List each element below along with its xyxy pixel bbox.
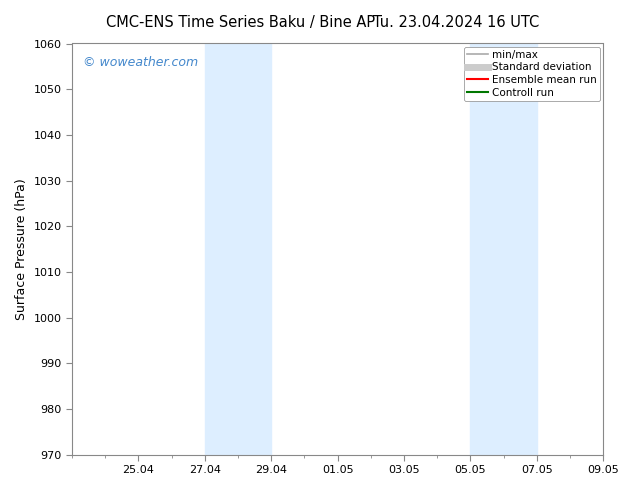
Bar (205, 44, 271, 455)
Legend: min/max, Standard deviation, Ensemble mean run, Controll run: min/max, Standard deviation, Ensemble me… (464, 47, 600, 100)
Bar (470, 44, 537, 455)
Text: Tu. 23.04.2024 16 UTC: Tu. 23.04.2024 16 UTC (373, 15, 540, 30)
Text: CMC-ENS Time Series Baku / Bine AP: CMC-ENS Time Series Baku / Bine AP (107, 15, 375, 30)
Y-axis label: Surface Pressure (hPa): Surface Pressure (hPa) (15, 178, 28, 320)
Text: © woweather.com: © woweather.com (82, 56, 198, 69)
